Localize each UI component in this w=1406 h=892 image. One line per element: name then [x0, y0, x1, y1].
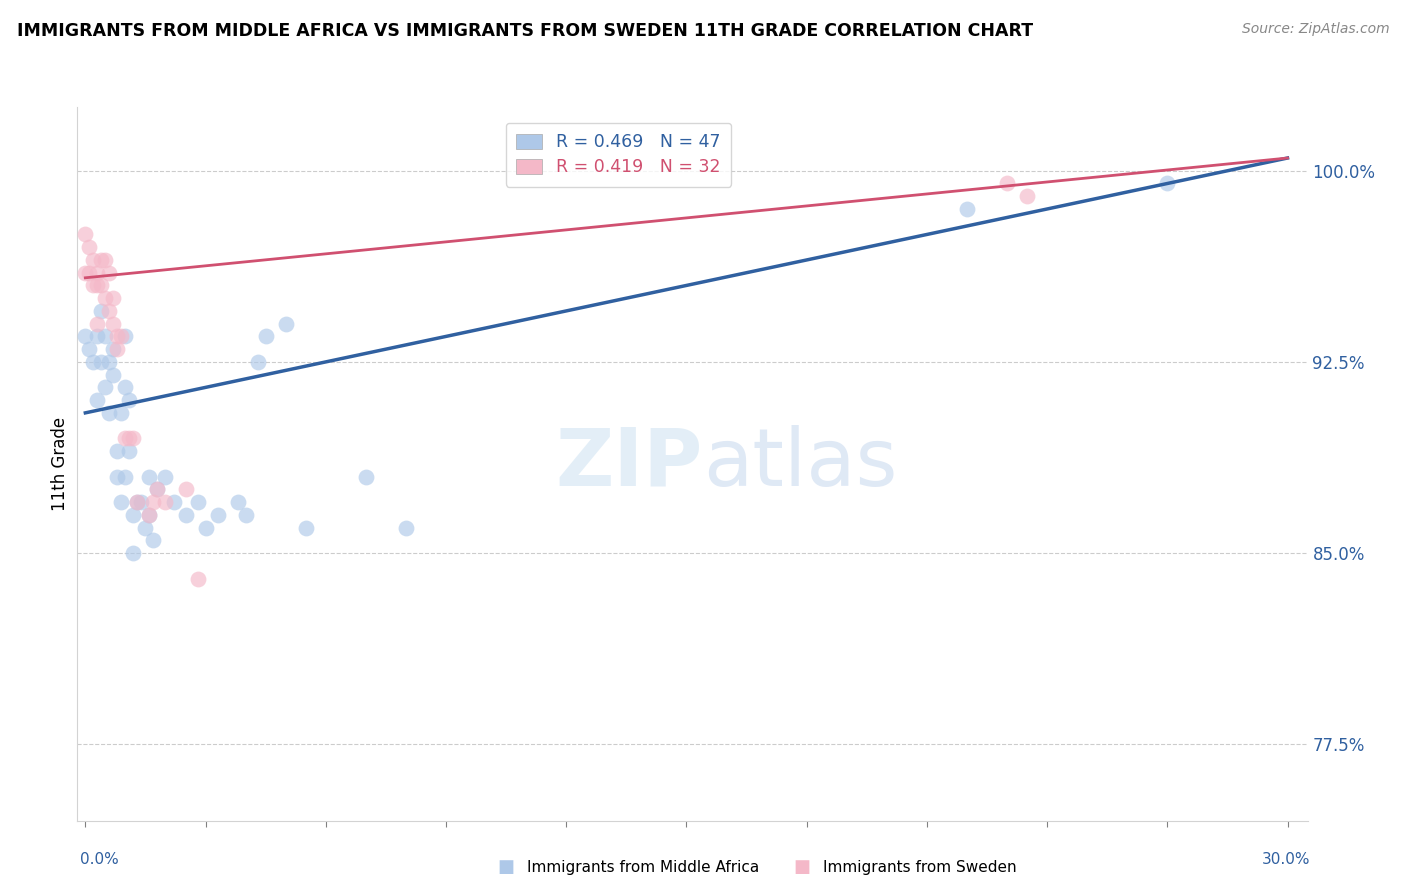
Point	[75, 227, 97, 242]
Point	[107, 329, 129, 343]
Point	[114, 380, 136, 394]
Point	[956, 202, 979, 216]
Point	[90, 355, 112, 369]
Point	[138, 508, 160, 522]
Point	[174, 508, 197, 522]
Point	[118, 444, 141, 458]
Point	[354, 469, 377, 483]
Point	[174, 483, 197, 497]
Text: atlas: atlas	[703, 425, 897, 503]
Point	[187, 495, 209, 509]
Point	[90, 252, 112, 267]
Text: ■: ■	[793, 858, 810, 876]
Point	[75, 329, 97, 343]
Point	[127, 495, 149, 509]
Point	[122, 508, 145, 522]
Point	[122, 431, 145, 445]
Point	[1015, 189, 1038, 203]
Point	[127, 495, 149, 509]
Point	[274, 317, 297, 331]
Point	[94, 252, 117, 267]
Point	[98, 406, 121, 420]
Point	[187, 572, 209, 586]
Point	[138, 508, 160, 522]
Text: Immigrants from Sweden: Immigrants from Sweden	[823, 860, 1017, 874]
Point	[995, 177, 1018, 191]
Point	[103, 368, 125, 382]
Point	[107, 444, 129, 458]
Text: IMMIGRANTS FROM MIDDLE AFRICA VS IMMIGRANTS FROM SWEDEN 11TH GRADE CORRELATION C: IMMIGRANTS FROM MIDDLE AFRICA VS IMMIGRA…	[17, 22, 1033, 40]
Legend: R = 0.469   N = 47, R = 0.419   N = 32: R = 0.469 N = 47, R = 0.419 N = 32	[506, 123, 731, 186]
Point	[82, 252, 104, 267]
Text: ■: ■	[498, 858, 515, 876]
Point	[226, 495, 249, 509]
Point	[90, 278, 112, 293]
Point	[235, 508, 257, 522]
Y-axis label: 11th Grade: 11th Grade	[51, 417, 69, 511]
Point	[86, 317, 108, 331]
Point	[79, 240, 101, 254]
Point	[1156, 177, 1178, 191]
Point	[110, 329, 132, 343]
Point	[107, 469, 129, 483]
Point	[82, 355, 104, 369]
Point	[103, 317, 125, 331]
Point	[146, 483, 169, 497]
Point	[86, 266, 108, 280]
Point	[75, 266, 97, 280]
Text: ZIP: ZIP	[555, 425, 703, 503]
Point	[103, 342, 125, 356]
Text: Source: ZipAtlas.com: Source: ZipAtlas.com	[1241, 22, 1389, 37]
Point	[155, 495, 177, 509]
Point	[114, 469, 136, 483]
Point	[94, 380, 117, 394]
Point	[254, 329, 277, 343]
Point	[114, 431, 136, 445]
Point	[110, 495, 132, 509]
Text: Immigrants from Middle Africa: Immigrants from Middle Africa	[527, 860, 759, 874]
Point	[118, 393, 141, 408]
Point	[86, 393, 108, 408]
Point	[131, 495, 153, 509]
Point	[98, 266, 121, 280]
Point	[118, 431, 141, 445]
Point	[82, 278, 104, 293]
Point	[162, 495, 184, 509]
Point	[86, 329, 108, 343]
Point	[142, 533, 165, 548]
Point	[94, 291, 117, 305]
Point	[134, 520, 156, 534]
Point	[86, 278, 108, 293]
Point	[98, 355, 121, 369]
Point	[107, 342, 129, 356]
Point	[395, 520, 418, 534]
Point	[114, 329, 136, 343]
Point	[79, 342, 101, 356]
Point	[103, 291, 125, 305]
Point	[155, 469, 177, 483]
Text: 30.0%: 30.0%	[1263, 852, 1310, 867]
Point	[110, 406, 132, 420]
Point	[122, 546, 145, 560]
Point	[90, 304, 112, 318]
Point	[142, 495, 165, 509]
Point	[79, 266, 101, 280]
Point	[246, 355, 269, 369]
Point	[207, 508, 229, 522]
Text: 0.0%: 0.0%	[80, 852, 120, 867]
Point	[294, 520, 316, 534]
Point	[146, 483, 169, 497]
Point	[194, 520, 217, 534]
Point	[98, 304, 121, 318]
Point	[138, 469, 160, 483]
Point	[94, 329, 117, 343]
